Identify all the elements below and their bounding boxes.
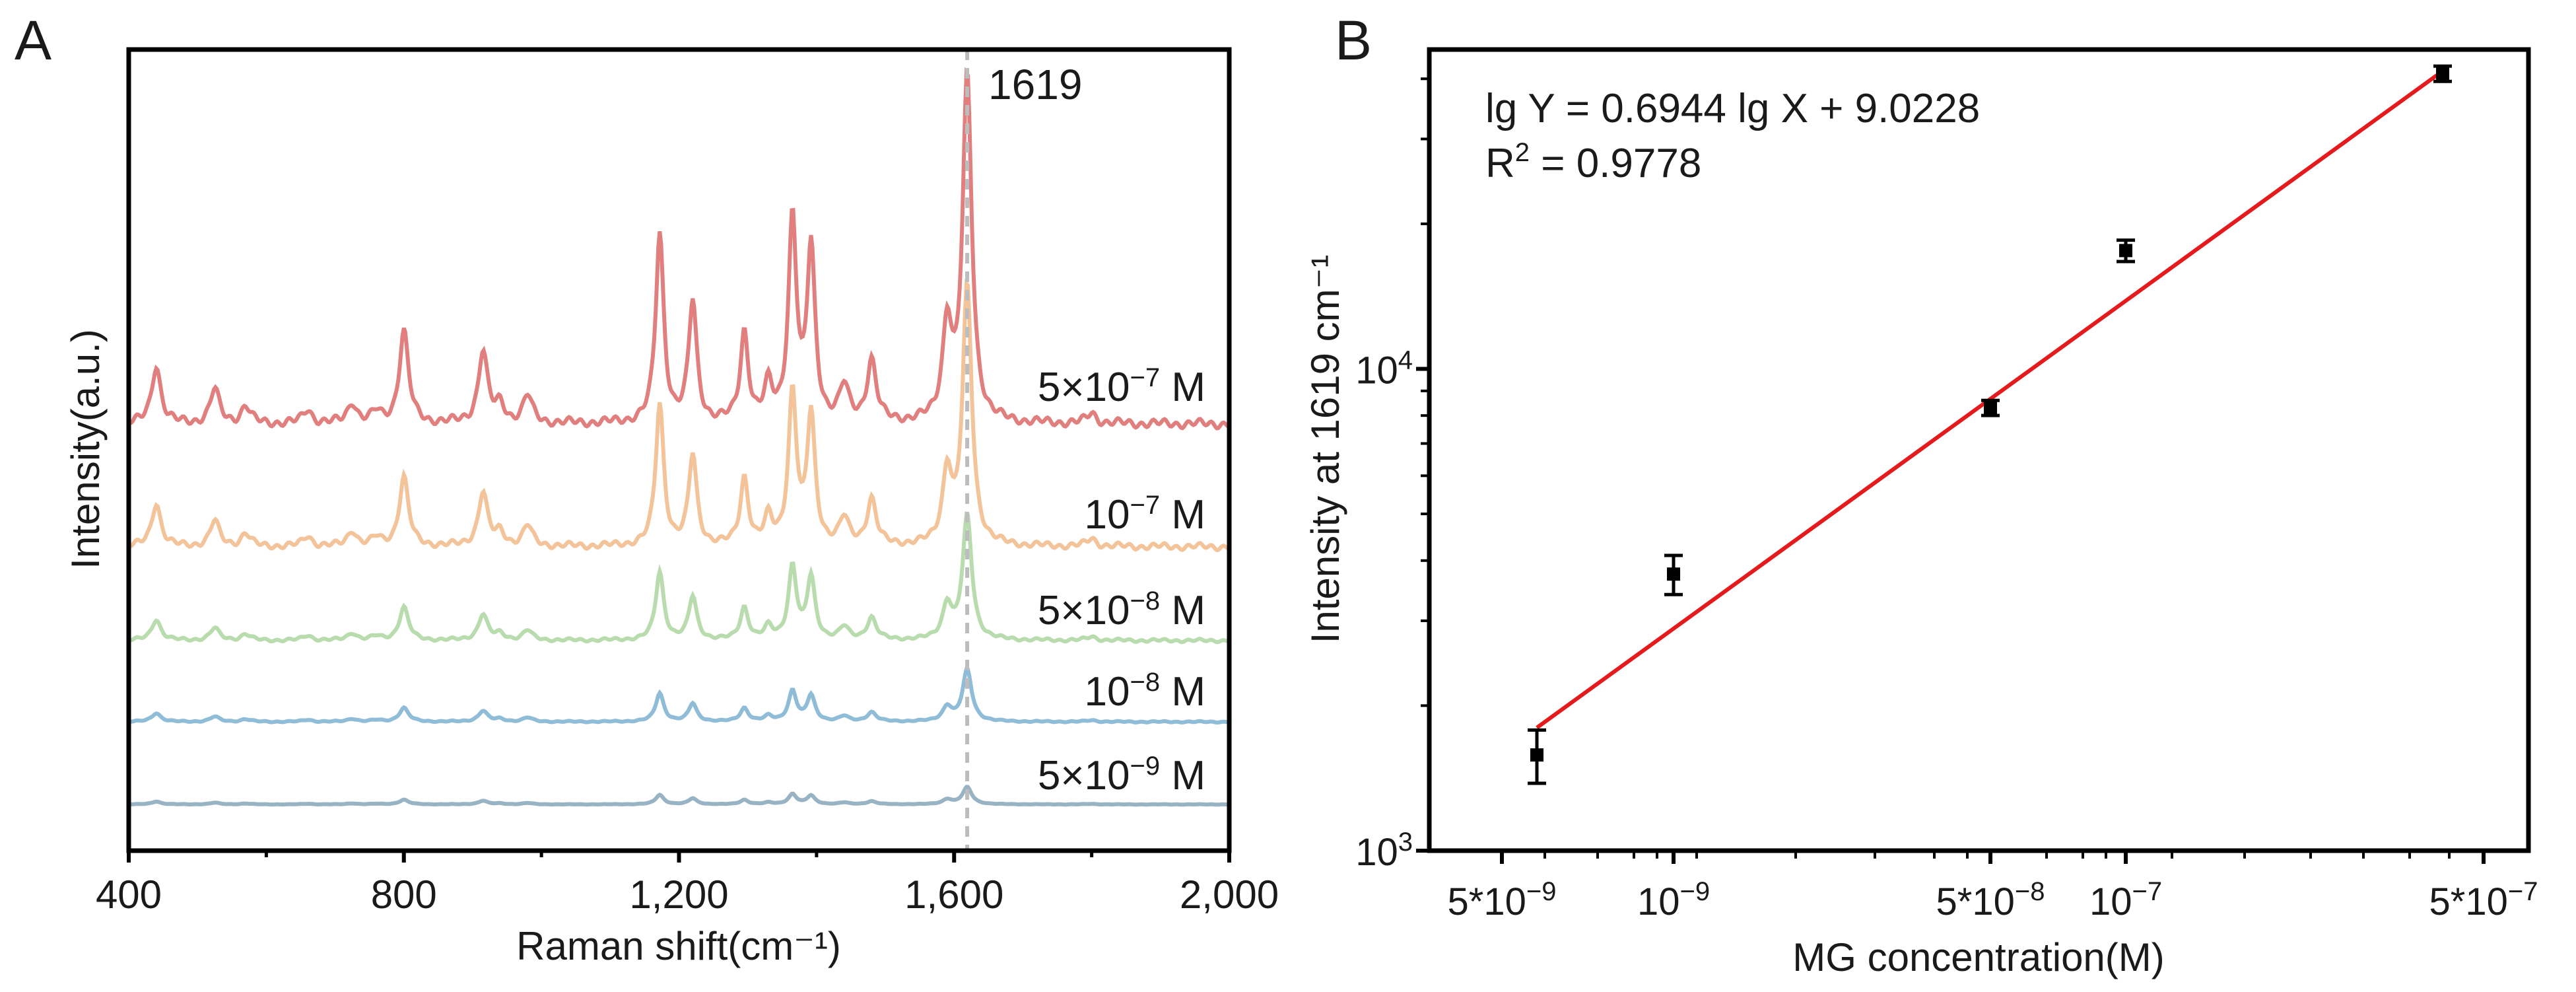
label-exponent: 3 — [1398, 828, 1413, 857]
label-exponent: −8 — [1130, 586, 1161, 616]
label-unit: M — [1160, 753, 1205, 798]
label-exponent: −7 — [2132, 877, 2162, 906]
label-base: 10 — [1085, 669, 1130, 715]
label-unit: M — [1160, 492, 1205, 538]
x-tick-label: 400 — [96, 872, 162, 917]
data-point — [2119, 244, 2132, 258]
label-base: 10 — [1085, 492, 1130, 538]
x-tick-label: 1,200 — [629, 872, 728, 917]
panel-a-y-axis-label: Intensity(a.u.) — [63, 329, 108, 569]
data-point — [2436, 67, 2449, 81]
spectrum-line — [129, 785, 1229, 807]
r-squared: R2 = 0.9778 — [1485, 138, 1701, 186]
data-point — [1667, 567, 1680, 581]
x-tick-label: 2,000 — [1180, 872, 1279, 917]
label-unit: M — [1160, 365, 1205, 410]
x-tick-label: 800 — [371, 872, 437, 917]
spectrum-line — [127, 67, 1230, 431]
spectrum-line — [128, 666, 1229, 725]
spectrum-line — [127, 278, 1229, 553]
label-base: 5*10 — [1936, 880, 2015, 923]
spectrum-line — [128, 511, 1229, 645]
panel-a-frame — [126, 47, 1232, 853]
label-exponent: −7 — [1130, 363, 1161, 392]
panel-b-data-points — [1528, 64, 2452, 785]
label-exponent: −9 — [1526, 877, 1557, 906]
x-tick-label: 5*10−7 — [2429, 877, 2538, 923]
series-label: 5×10−8 M — [1038, 586, 1205, 633]
label-base: 5×10 — [1038, 753, 1130, 798]
x-tick-label: 10−7 — [2089, 877, 2162, 923]
panel-b-x-ticks: 5*10−9 10−9 5*10−8 10−7 5*10−7 — [1448, 851, 2538, 923]
panel-a: A 1619 5×10−7 M10−7 M5×10−8 M10−8 M5×10−… — [15, 9, 1279, 968]
panel-a-x-axis-label: Raman shift(cm⁻¹) — [516, 924, 841, 968]
label-base: 10 — [1355, 349, 1398, 392]
panel-a-x-ticks: 400 800 1,200 1,600 2,000 — [96, 851, 1279, 917]
panel-b-y-axis-label: Intensity at 1619 cm⁻¹ — [1303, 255, 1347, 644]
data-point — [1984, 401, 1997, 415]
panel-a-series-labels: 5×10−7 M10−7 M5×10−8 M10−8 M5×10−9 M — [1038, 363, 1205, 798]
label-base: 10 — [1637, 880, 1680, 923]
series-label: 10−8 M — [1085, 668, 1205, 715]
x-tick-label: 1,600 — [904, 872, 1003, 917]
label-exponent: 4 — [1398, 345, 1413, 374]
label-exponent: −7 — [1130, 491, 1161, 520]
reference-line-label: 1619 — [988, 61, 1082, 108]
r-squared-exponent: 2 — [1515, 138, 1530, 167]
panel-a-label: A — [15, 9, 51, 71]
r-squared-symbol: R — [1485, 141, 1515, 186]
label-exponent: −9 — [1130, 752, 1161, 781]
panel-b-label: B — [1335, 9, 1372, 71]
fit-equation: lg Y = 0.6944 lg X + 9.0228 — [1485, 86, 1980, 131]
label-exponent: −8 — [2015, 877, 2045, 906]
y-tick-label: 103 — [1355, 828, 1413, 874]
y-tick-label: 104 — [1355, 345, 1413, 392]
label-base: 5×10 — [1038, 588, 1130, 633]
label-base: 10 — [2089, 880, 2132, 923]
series-label: 5×10−7 M — [1038, 363, 1205, 410]
x-tick-label: 5*10−8 — [1936, 877, 2045, 923]
label-base: 5*10 — [1448, 880, 1526, 923]
series-label: 5×10−9 M — [1038, 752, 1205, 798]
panel-a-spectra — [127, 67, 1230, 807]
r-squared-value: = 0.9778 — [1530, 141, 1701, 186]
label-exponent: −8 — [1130, 668, 1161, 697]
x-tick-label: 10−9 — [1637, 877, 1710, 923]
data-point — [1530, 748, 1543, 762]
label-exponent: −9 — [1679, 877, 1710, 906]
label-unit: M — [1160, 669, 1205, 715]
series-label: 10−7 M — [1085, 491, 1205, 538]
x-tick-label: 5*10−9 — [1448, 877, 1557, 923]
label-base: 10 — [1355, 831, 1398, 874]
label-base: 5×10 — [1038, 365, 1130, 410]
panel-b-x-axis-label: MG concentration(M) — [1792, 935, 2165, 979]
label-base: 5*10 — [2429, 880, 2508, 923]
label-exponent: −7 — [2508, 877, 2538, 906]
label-unit: M — [1160, 588, 1205, 633]
panel-b-frame — [1427, 47, 2531, 853]
